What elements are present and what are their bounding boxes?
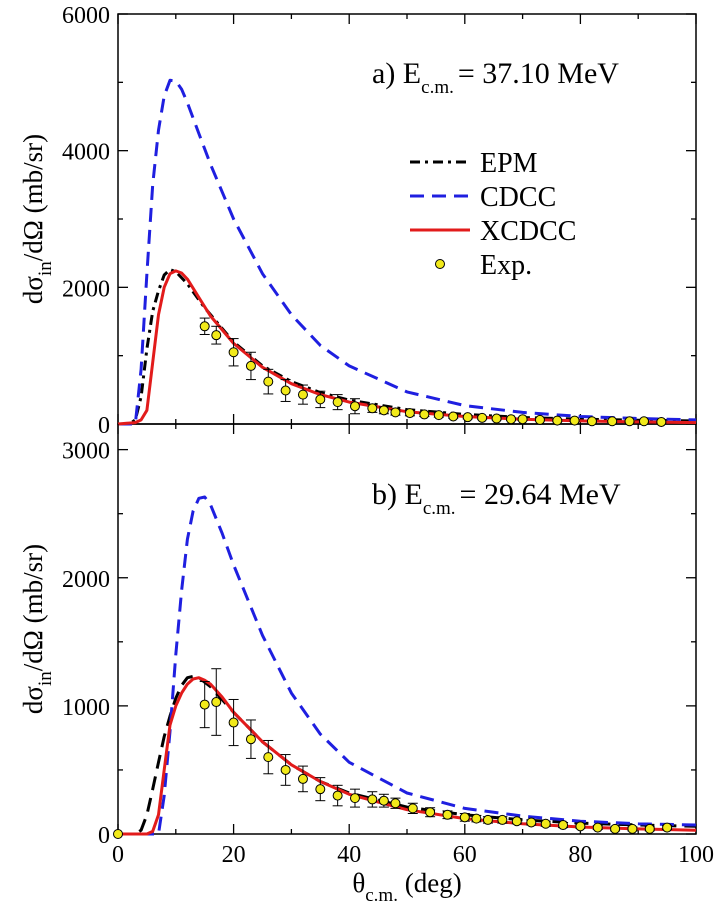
x-tick-label: 40 (337, 842, 361, 868)
panel-a-label: a) Ec.m. = 37.10 MeV (372, 57, 619, 98)
exp-point (644, 823, 655, 834)
exp-point (263, 752, 274, 763)
exp-point (280, 385, 291, 396)
x-tick-label: 60 (453, 842, 477, 868)
exp-point (332, 397, 343, 408)
x-tick-label: 0 (112, 842, 124, 868)
exp-point (367, 403, 378, 414)
exp-point (211, 697, 222, 708)
y-tick-label: 4000 (62, 140, 110, 166)
exp-point (534, 414, 545, 425)
exp-point (586, 416, 597, 427)
exp-point (482, 814, 493, 825)
exp-point (552, 415, 563, 426)
series-cdcc-b (118, 495, 697, 836)
y-tick-label: 2000 (62, 276, 110, 302)
series-epm-a (118, 268, 697, 426)
legend-cdcc-label: CDCC (480, 182, 556, 213)
legend: EPM CDCC XCDCC Exp. (410, 148, 576, 281)
exp-point (569, 415, 580, 426)
legend-xcdcc-label: XCDCC (480, 216, 576, 247)
exp-point (315, 394, 326, 405)
exp-point (433, 410, 444, 421)
y-tick-label: 3000 (62, 439, 110, 465)
y-tick-label: 2000 (62, 567, 110, 593)
exp-point (245, 360, 256, 371)
exp-point (425, 807, 436, 818)
panel-a: 0 2000 4000 6000 (62, 3, 697, 439)
y-tick-label: 1000 (62, 695, 110, 721)
exp-point (477, 412, 488, 423)
exp-point (349, 401, 360, 412)
y-tick-label: 6000 (62, 3, 110, 29)
exp-point (407, 803, 418, 814)
x-tick-label: 20 (222, 842, 246, 868)
exp-point (442, 809, 453, 820)
exp-point (211, 330, 222, 341)
exp-point (517, 414, 528, 425)
exp-point (638, 416, 649, 427)
exp-point (390, 407, 401, 418)
exp-point (332, 790, 343, 801)
x-axis-label: θc.m. (deg) (352, 868, 461, 906)
exp-point (592, 822, 603, 833)
exp-point (228, 347, 239, 358)
exp-point (245, 734, 256, 745)
exp-point (228, 717, 239, 728)
exp-point (506, 414, 517, 425)
exp-point (575, 821, 586, 832)
y-tick-label: 0 (98, 413, 110, 439)
exp-point (462, 412, 473, 423)
exp-point (656, 416, 667, 427)
exp-point (419, 409, 430, 420)
legend-epm-label: EPM (480, 148, 538, 179)
exp-point (491, 413, 502, 424)
series-xcdcc-a (117, 269, 697, 426)
exp-point (315, 784, 326, 795)
exp-point (471, 813, 482, 824)
exp-point (113, 829, 123, 839)
x-tick-label: 80 (568, 842, 592, 868)
y-tick-label: 0 (98, 823, 110, 849)
exp-point (199, 699, 210, 710)
exp-point (526, 817, 537, 828)
exp-point (199, 321, 210, 332)
exp-point (263, 376, 274, 387)
exp-point (497, 814, 508, 825)
exp-point (280, 764, 291, 775)
legend-exp-label: Exp. (480, 250, 532, 281)
panel-b-ylabel: dσin/dΩ (mb/sr) (18, 544, 56, 714)
exp-point (349, 793, 360, 804)
exp-point (378, 795, 389, 806)
exp-point (297, 389, 308, 400)
exp-point (390, 798, 401, 809)
exp-point (404, 408, 415, 419)
exp-point (378, 405, 389, 416)
exp-point (610, 823, 621, 834)
exp-point (367, 794, 378, 805)
exp-point (540, 818, 551, 829)
series-cdcc-a (118, 78, 697, 426)
exp-point (624, 416, 635, 427)
exp-point (627, 823, 638, 834)
exp-point (558, 820, 569, 831)
exp-point (511, 816, 522, 827)
exp-point (448, 411, 459, 422)
exp-point (607, 416, 618, 427)
x-tick-label: 100 (678, 842, 714, 868)
exp-point (459, 812, 470, 823)
exp-point (662, 822, 673, 833)
panel-a-ylabel: dσin/dΩ (mb/sr) (18, 134, 56, 304)
exp-point (297, 773, 308, 784)
panel-b-label: b) Ec.m. = 29.64 MeV (372, 478, 621, 519)
legend-exp-marker (435, 259, 445, 269)
